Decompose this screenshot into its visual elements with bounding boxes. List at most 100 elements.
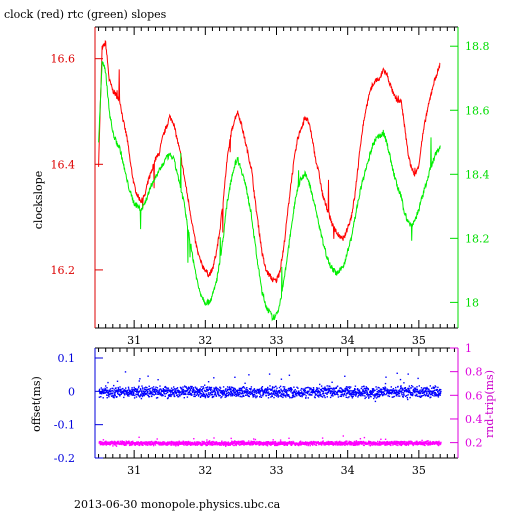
bottom-series-0-point (406, 389, 408, 391)
bottom-series-0-point (320, 385, 323, 387)
bottom-series-1-point (290, 444, 293, 446)
bottom-series-0-point (327, 390, 330, 393)
bottom-series-0-point (228, 394, 230, 396)
bottom-y2label: rnd-trip(ms) (483, 370, 496, 438)
bottom-series-0-point (406, 390, 409, 393)
bottom-series-1-point (172, 444, 174, 446)
bottom-series-0-point (261, 386, 264, 388)
bottom-series-0-point (140, 397, 143, 400)
bottom-series-0-point (137, 386, 140, 389)
bottom-series-0-point (138, 395, 140, 397)
bottom-series-0-point (435, 394, 437, 396)
bottom-series-0-point (408, 385, 411, 387)
bottom-series-0-point (170, 395, 172, 398)
bottom-series-0-point (214, 391, 216, 394)
bottom-series-0-point (127, 386, 130, 388)
bottom-series-1-point (415, 443, 418, 446)
bottom-series-0-point (228, 392, 231, 394)
bottom-series-1-point (279, 439, 282, 441)
bottom-series-0-point (122, 387, 124, 390)
bottom-series-0-point (409, 393, 412, 395)
bottom-series-1-point (429, 443, 432, 446)
bottom-series-0-point (363, 392, 366, 394)
bottom-series-0-point (214, 392, 216, 395)
bottom-series-1-point (252, 440, 255, 443)
bottom-series-1-point (133, 444, 136, 446)
bottom-series-1-point (428, 443, 430, 445)
bottom-series-0-point (397, 395, 399, 397)
bottom-series-1-point (197, 443, 200, 446)
bottom-series-0-point (434, 385, 436, 387)
bottom-series-0-point (289, 388, 292, 391)
bottom-series-1-point (336, 442, 338, 444)
bottom-series-1-point (332, 442, 335, 444)
bottom-series-0-point (143, 387, 146, 389)
bottom-series-0-point (212, 390, 214, 393)
bottom-series-1-point (400, 444, 403, 447)
bottom-series-1-point (356, 442, 359, 444)
bottom-series-0-point (173, 388, 176, 390)
bottom-series-0-point (365, 392, 367, 394)
bottom-series-0-point (106, 391, 108, 393)
bottom-series-1-point (407, 444, 410, 446)
bottom-series-0-point (163, 392, 165, 394)
bottom-series-0-point (166, 390, 168, 392)
bottom-series-0-point (226, 394, 228, 397)
bottom-series-0-point (377, 389, 380, 392)
bottom-series-0-point (226, 392, 228, 394)
bottom-series-0-point (258, 390, 261, 392)
bottom-series-1-point (342, 441, 344, 444)
bottom-series-0-point (331, 395, 333, 397)
bottom-series-0-point (110, 393, 113, 395)
bottom-series-1-point (177, 441, 180, 443)
bottom-series-0-point (114, 393, 116, 395)
bottom-series-0-point (411, 392, 413, 394)
bottom-series-1-point (187, 441, 189, 443)
bottom-series-0-point (220, 397, 222, 399)
bottom-series-0-point (240, 390, 242, 392)
bottom-series-0-point (155, 397, 158, 399)
bottom-series-0-point (105, 390, 108, 392)
bottom-series-0-point (307, 386, 309, 389)
bottom-series-1-point (102, 444, 105, 446)
bottom-series-0-point (282, 391, 284, 393)
bottom-series-0-point (388, 395, 391, 398)
bottom-series-0-point (436, 388, 438, 391)
bottom-series-0-point (210, 386, 213, 389)
bottom-series-0-point (123, 396, 125, 399)
bottom-series-0-point (174, 389, 176, 391)
bottom-series-0-point (247, 390, 249, 392)
bottom-series-0-point (286, 393, 288, 395)
bottom-series-0-point (288, 395, 290, 397)
bottom-series-0-point (141, 392, 143, 395)
bottom-series-0-point (124, 394, 126, 396)
bottom-series-0-point (377, 393, 379, 395)
bottom-series-1-point (168, 443, 170, 446)
bottom-series-0-point (234, 391, 237, 393)
bottom-series-0-point (139, 388, 142, 390)
bottom-series-0-point (224, 390, 226, 393)
bottom-series-0-point (409, 391, 411, 394)
bottom-series-1-point (102, 439, 105, 441)
bottom-series-0-point (120, 389, 122, 391)
bottom-series-0-point (410, 392, 412, 394)
bottom-series-1-point (262, 444, 265, 446)
bottom-series-0-point (334, 390, 337, 393)
bottom-series-0-point (365, 386, 367, 388)
bottom-series-1-point (176, 441, 178, 444)
bottom-series-0-point (146, 389, 148, 391)
bottom-series-1-point (323, 443, 326, 445)
bottom-series-0-point (345, 396, 347, 398)
bottom-series-1-point (257, 441, 260, 443)
bottom-series-0-point (388, 390, 390, 392)
bottom-series-0-point (140, 390, 143, 392)
bottom-series-0-point (136, 391, 138, 393)
bottom-series-0-point (235, 395, 237, 397)
bottom-series-1-point (227, 444, 229, 446)
bottom-series-0-point (203, 394, 205, 396)
bottom-series-0-point (151, 395, 153, 398)
bottom-series-0-point (259, 396, 261, 398)
bottom-series-0-point (298, 393, 301, 395)
bottom-series-0-point (142, 388, 144, 390)
